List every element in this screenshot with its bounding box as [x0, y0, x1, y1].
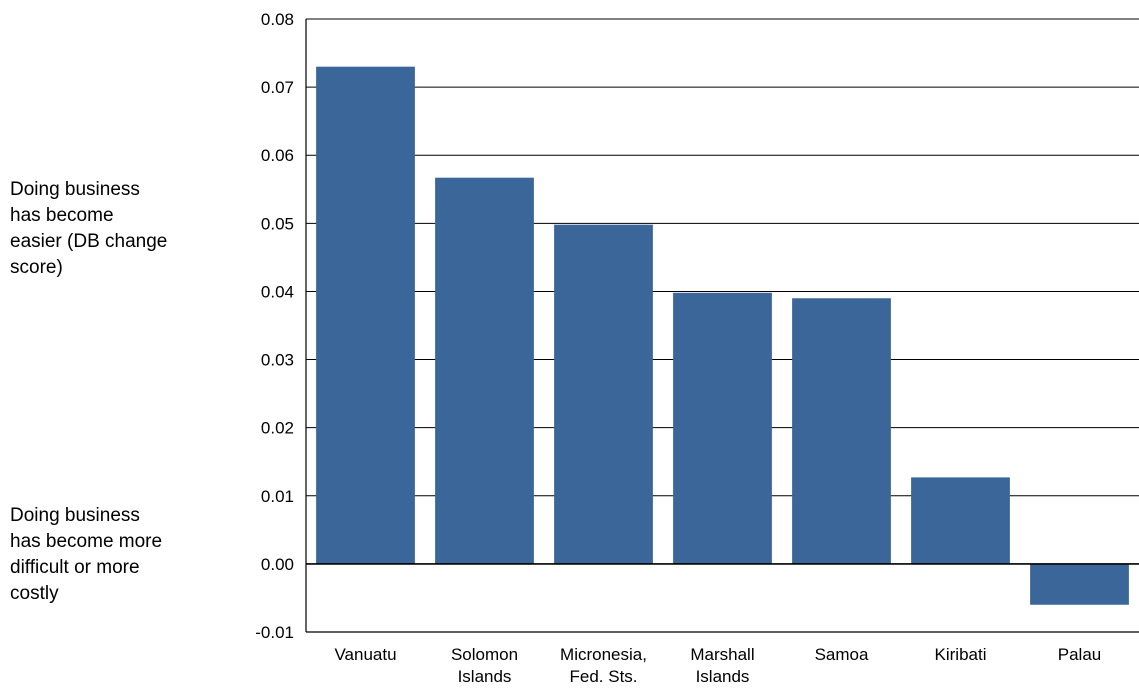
y-tick-label: -0.01	[255, 623, 294, 642]
y-tick-labels: 0.08 0.07 0.06 0.05 0.04 0.03 0.02 0.01 0.00 -0.0…	[255, 10, 294, 642]
bar	[316, 66, 415, 564]
x-tick-label: Islands	[458, 667, 512, 686]
bar	[911, 477, 1010, 564]
bar	[673, 292, 772, 564]
y-tick-label: 0.07	[261, 78, 294, 97]
x-tick-label: Vanuatu	[334, 645, 396, 664]
bar	[1030, 563, 1129, 605]
x-tick-label: Islands	[696, 667, 750, 686]
x-tick-labels: Vanuatu Solomon Islands Micronesia, Fed. Sts…	[334, 645, 1101, 686]
bar	[554, 224, 653, 564]
y-tick-label: 0.02	[261, 419, 294, 438]
harder-annotation: Doing business has become more difficult…	[10, 505, 163, 604]
x-tick-label: Marshall	[690, 645, 754, 664]
x-tick-label: Palau	[1058, 645, 1101, 664]
y-tick-label: 0.00	[261, 555, 294, 574]
y-tick-label: 0.05	[261, 214, 294, 233]
x-tick-label: Fed. Sts.	[569, 667, 637, 686]
x-tick-label: Kiribati	[935, 645, 987, 664]
y-tick-label: 0.01	[261, 487, 294, 506]
x-tick-label: Solomon	[451, 645, 518, 664]
bars	[316, 66, 1129, 605]
x-tick-label: Micronesia,	[560, 645, 647, 664]
y-tick-label: 0.08	[261, 10, 294, 29]
y-tick-label: 0.06	[261, 146, 294, 165]
x-tick-label: Samoa	[815, 645, 869, 664]
bar	[792, 298, 891, 564]
easier-annotation: Doing business has become easier (DB cha…	[10, 179, 168, 278]
bar	[435, 177, 534, 564]
y-tick-label: 0.03	[261, 351, 294, 370]
y-tick-label: 0.04	[261, 282, 294, 301]
axes	[305, 18, 1139, 633]
